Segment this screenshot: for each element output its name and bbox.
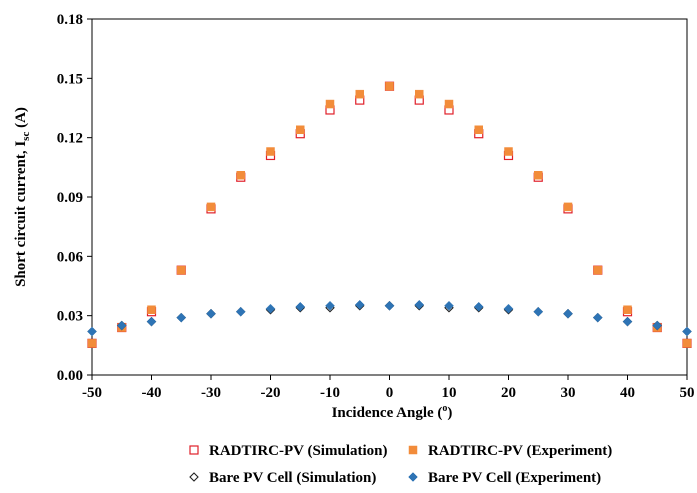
data-point: [444, 300, 454, 311]
legend-item: Bare PV Cell (Experiment): [408, 470, 601, 486]
data-point: [325, 99, 335, 109]
plot-area: -50 -40 -30 -20 -10 0 10 20 30 40 50 0.00 0.03 0.06 0.…: [57, 12, 695, 401]
y-tick-label: 0.03: [57, 309, 83, 325]
legend-marker: [408, 472, 418, 482]
x-tick-label: 50: [680, 385, 695, 401]
data-point: [503, 303, 514, 314]
data-point: [385, 81, 394, 91]
legend-label: RADTIRC-PV (Simulation): [209, 443, 387, 459]
data-point: [444, 99, 454, 109]
legend-marker: [189, 472, 199, 482]
data-point: [384, 300, 395, 311]
data-point: [623, 305, 632, 314]
legend: RADTIRC-PV (Simulation) RADTIRC-PV (Exper…: [189, 443, 612, 486]
legend-marker: [408, 445, 418, 455]
data-point: [265, 303, 276, 314]
y-tick-label: 0.06: [57, 249, 84, 265]
data-point: [415, 89, 424, 99]
data-point: [295, 301, 306, 312]
data-point: [354, 299, 365, 310]
data-point: [563, 308, 573, 319]
data-point: [87, 326, 97, 337]
data-point: [534, 170, 543, 180]
data-point: [652, 320, 663, 331]
data-point: [563, 202, 573, 212]
data-point: [414, 299, 425, 310]
data-point: [593, 265, 602, 275]
x-tick-label: -40: [142, 385, 162, 401]
data-point: [206, 202, 216, 212]
data-point: [235, 306, 246, 317]
x-tick-label: 0: [386, 385, 394, 401]
data-point: [116, 320, 127, 331]
data-point: [206, 308, 216, 319]
legend-label: Bare PV Cell (Simulation): [209, 470, 376, 486]
x-tick-label: 30: [561, 385, 576, 401]
y-tick-label: 0.18: [57, 12, 83, 28]
legend-item: Bare PV Cell (Simulation): [189, 470, 376, 486]
y-axis-title: Short circuit current, Isc (A): [13, 107, 32, 287]
x-axis-title: Incidence Angle (o): [332, 403, 453, 421]
data-point: [622, 316, 633, 327]
data-point: [474, 125, 483, 135]
x-tick-label: 10: [442, 385, 457, 401]
data-point: [592, 312, 603, 323]
data-point: [473, 301, 484, 312]
y-tick-label: 0.09: [57, 190, 83, 206]
data-point: [266, 147, 275, 156]
x-tick-label: 20: [501, 385, 516, 401]
x-tick-label: -10: [320, 385, 340, 401]
y-tick-label: 0.12: [57, 131, 83, 147]
legend-item: RADTIRC-PV (Simulation): [189, 443, 387, 459]
data-point: [533, 306, 544, 317]
data-point: [682, 326, 692, 337]
data-point: [177, 265, 186, 275]
data-point: [355, 89, 364, 99]
x-tick-label: 40: [620, 385, 635, 401]
data-point: [236, 170, 245, 180]
legend-label: RADTIRC-PV (Experiment): [428, 443, 612, 459]
x-tick-label: -20: [261, 385, 281, 401]
x-tick-label: -50: [82, 385, 102, 401]
data-point: [296, 125, 305, 135]
data-point: [147, 305, 156, 314]
data-point: [176, 312, 187, 323]
x-tick-label: -30: [201, 385, 221, 401]
y-tick-label: 0.15: [57, 71, 83, 87]
legend-label: Bare PV Cell (Experiment): [428, 470, 601, 486]
legend-item: RADTIRC-PV (Experiment): [408, 443, 612, 459]
data-point: [682, 339, 692, 348]
series-bare-pv-cell-experiment: [87, 299, 692, 337]
legend-marker: [189, 445, 199, 455]
data-point: [87, 339, 97, 348]
data-point: [325, 300, 335, 311]
y-tick-label: 0.00: [57, 368, 83, 384]
data-point: [146, 316, 157, 327]
data-point: [504, 147, 513, 156]
